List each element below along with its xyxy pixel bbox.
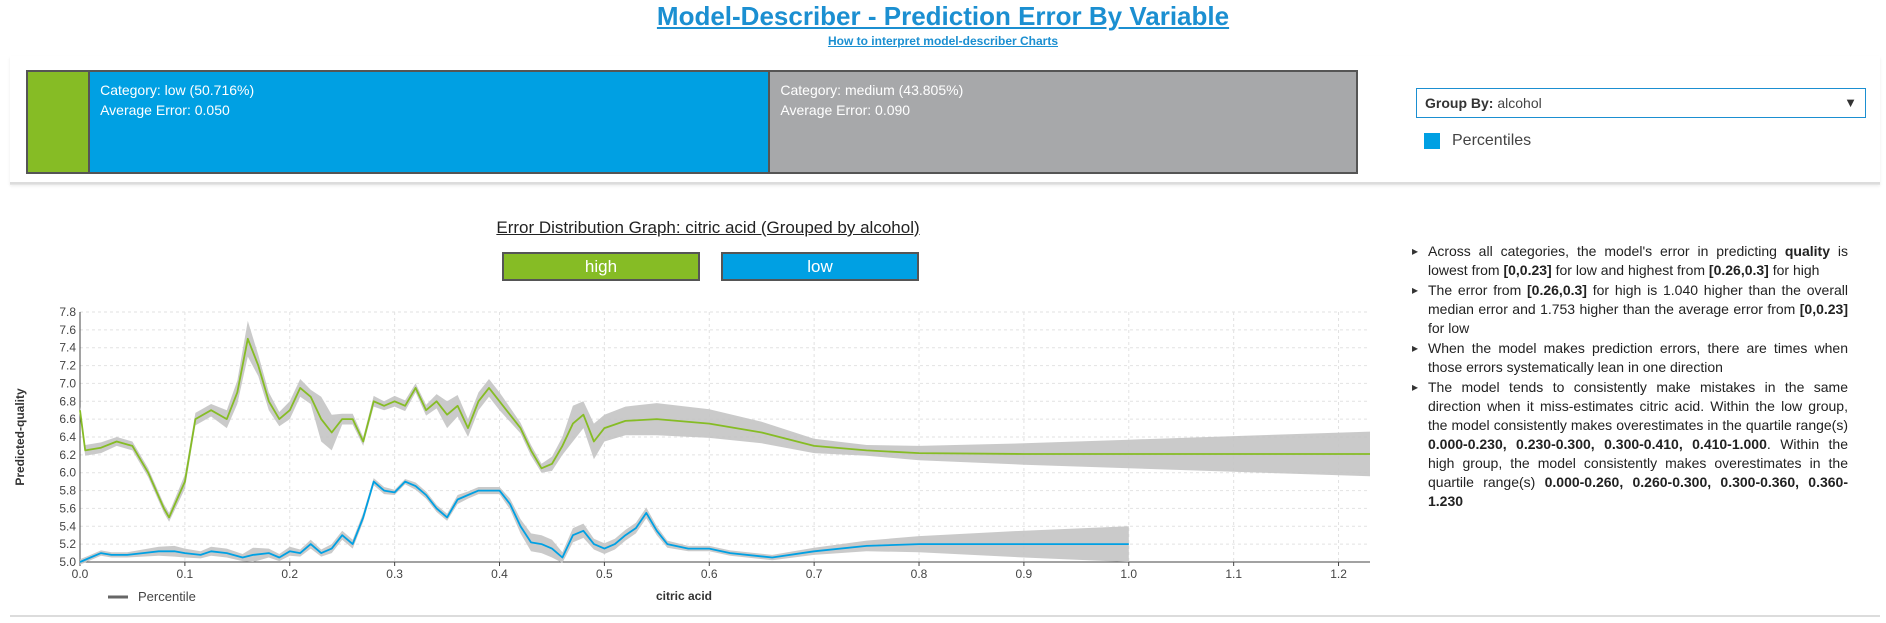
note-text: [0,0.23] [1799,301,1848,317]
legend-label: Percentile [138,589,196,604]
y-tick-label: 7.0 [59,376,76,390]
x-tick-label: 0.7 [806,567,823,581]
x-tick-label: 0.8 [911,567,928,581]
x-tick-label: 0.5 [596,567,613,581]
percentile-band-low [80,478,1129,565]
category-error: Average Error: 0.090 [780,102,911,118]
insight-note: The model tends to consistently make mis… [1412,378,1848,511]
category-label: Category: low (50.716%) [100,82,255,98]
error-distribution-chart: 5.0 5.2 5.4 5.6 5.8 6.0 6.2 6.4 6.6 6.8 7.0 7.2 7.4 7… [13,305,1370,604]
chart-title: Error Distribution Graph: citric acid (G… [496,218,920,237]
category-segment-medium[interactable]: Category: medium (43.805%) Average Error:… [768,72,1356,172]
note-text: for low [1428,320,1470,336]
y-tick-label: 5.6 [59,501,76,515]
y-axis-label: Predicted-quality [13,388,27,486]
percentile-band-high [80,320,1370,522]
y-tick-label: 6.2 [59,448,76,462]
percentiles-label: Percentiles [1452,132,1532,149]
x-tick-label: 1.1 [1225,567,1242,581]
category-error: Average Error: 0.050 [100,102,230,118]
note-text: The error from [1428,282,1528,298]
insight-note: Across all categories, the model's error… [1412,242,1848,280]
category-label: Category: medium (43.805%) [780,82,964,98]
note-text: for low and highest from [1551,262,1709,278]
series-line-high [79,337,1370,519]
note-text: When the model makes prediction errors, … [1428,340,1848,375]
y-tick-label: 6.8 [59,394,76,408]
note-text: quality [1784,243,1830,259]
x-tick-label: 0.1 [177,567,194,581]
page-header: Model-Describer - Prediction Error By Va… [0,0,1886,48]
insight-note: The error from [0.26,0.3] for high is 1.… [1412,281,1848,338]
x-tick-label: 0.6 [701,567,718,581]
x-tick-label: 0.4 [491,567,508,581]
note-text: [0.26,0.3] [1708,262,1769,278]
x-tick-label: 0.2 [281,567,298,581]
x-tick-label: 1.2 [1330,567,1347,581]
note-text: [0,0.23] [1503,262,1552,278]
x-tick-label: 0.9 [1016,567,1033,581]
y-tick-label: 5.8 [59,484,76,498]
y-tick-label: 6.4 [59,430,76,444]
series-toggle-low[interactable]: low [721,252,919,281]
note-text: Across all categories, the model's error… [1428,243,1785,259]
interpret-charts-link[interactable]: How to interpret model-describer Charts [827,34,1059,48]
x-tick-label: 0.0 [72,567,89,581]
note-text: The model tends to consistently make mis… [1428,379,1848,433]
note-text: 0.000-0.230, 0.230-0.300, 0.300-0.410, 0… [1428,436,1767,452]
note-text: 0.000-0.260, 0.260-0.300, 0.300-0.360, 0… [1428,474,1848,509]
category-segment-high[interactable] [28,72,89,172]
x-axis-label: citric acid [656,589,712,603]
percentiles-toggle[interactable]: Percentiles [1424,132,1531,150]
note-text: . Within the high group, the model consi… [1428,436,1848,490]
y-tick-label: 5.0 [59,555,76,569]
groupby-label: Group By: [1425,95,1494,111]
y-tick-label: 7.8 [59,305,76,319]
y-tick-label: 7.2 [59,359,76,373]
groupby-value: alcohol [1497,95,1542,111]
insight-note: When the model makes prediction errors, … [1412,339,1848,377]
x-tick-label: 1.0 [1120,567,1137,581]
note-text: [0.26,0.3] [1527,282,1587,298]
note-text: is lowest from [1428,243,1848,278]
insight-notes: Across all categories, the model's error… [1412,242,1848,512]
groupby-select[interactable]: Group By: alcohol ▼ [1416,88,1866,118]
note-text: for high [1768,262,1820,278]
y-tick-label: 6.0 [59,466,76,480]
category-segment-low[interactable]: Category: low (50.716%) Average Error: 0.… [88,72,769,172]
note-text: for high is 1.040 higher than the overal… [1428,282,1848,317]
series-line-low [79,480,1129,563]
y-tick-label: 5.4 [59,519,76,533]
page-title: Model-Describer - Prediction Error By Va… [656,1,1230,31]
category-share-bar: Category: low (50.716%) Average Error: 0.… [26,70,1358,174]
y-tick-label: 5.2 [59,537,76,551]
x-tick-label: 0.3 [386,567,403,581]
chevron-down-icon: ▼ [1844,95,1857,110]
y-tick-label: 7.6 [59,323,76,337]
series-toggle-high[interactable]: high [502,252,700,281]
y-tick-label: 7.4 [59,341,76,355]
percentiles-swatch [1424,133,1440,149]
y-tick-label: 6.6 [59,412,76,426]
error-distribution-panel [10,184,1880,617]
